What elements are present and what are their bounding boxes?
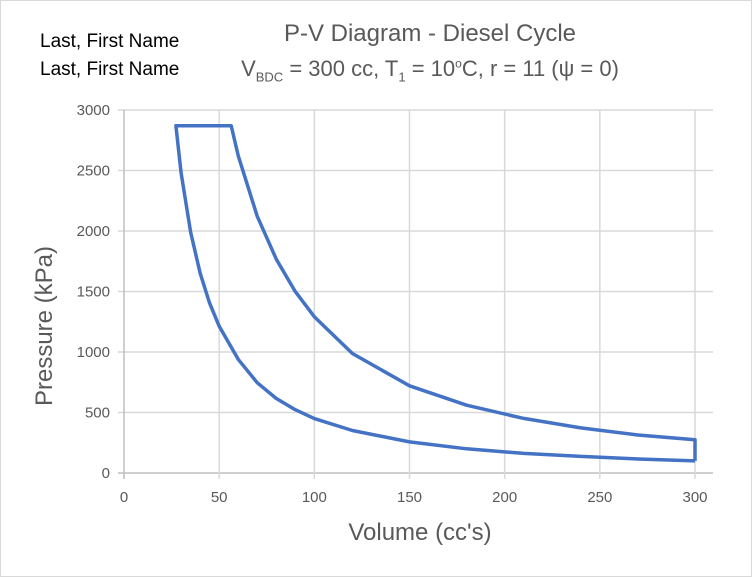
chart-title: P-V Diagram - Diesel Cycle [283, 20, 577, 47]
x-tick-label: 150 [397, 489, 422, 506]
y-tick-label: 1500 [77, 284, 110, 301]
x-tick-label: 100 [302, 489, 327, 506]
y-tick-label: 1000 [77, 344, 110, 361]
y-tick-label: 500 [85, 405, 110, 422]
x-axis-title: Volume (cc's) [348, 519, 491, 546]
student-name-1: Last, First Name [40, 31, 180, 52]
series-line-diesel-cycle [174, 123, 697, 463]
y-tick-label: 3000 [77, 102, 110, 119]
y-tick-label: 2500 [77, 163, 110, 180]
x-tick-label: 0 [120, 489, 128, 506]
y-tick-label: 2000 [77, 223, 110, 240]
student-name-2: Last, First Name [40, 59, 180, 80]
x-tick-label: 250 [587, 489, 612, 506]
x-tick-label: 50 [211, 489, 228, 506]
x-tick-label: 200 [492, 489, 517, 506]
y-tick-label: 0 [102, 465, 110, 482]
chart-subtitle: VBDC = 300 cc, T1 = 10oC, r = 11 (ψ = 0) [241, 56, 619, 85]
x-tick-label: 300 [682, 489, 707, 506]
y-axis-title: Pressure (kPa) [31, 246, 58, 406]
